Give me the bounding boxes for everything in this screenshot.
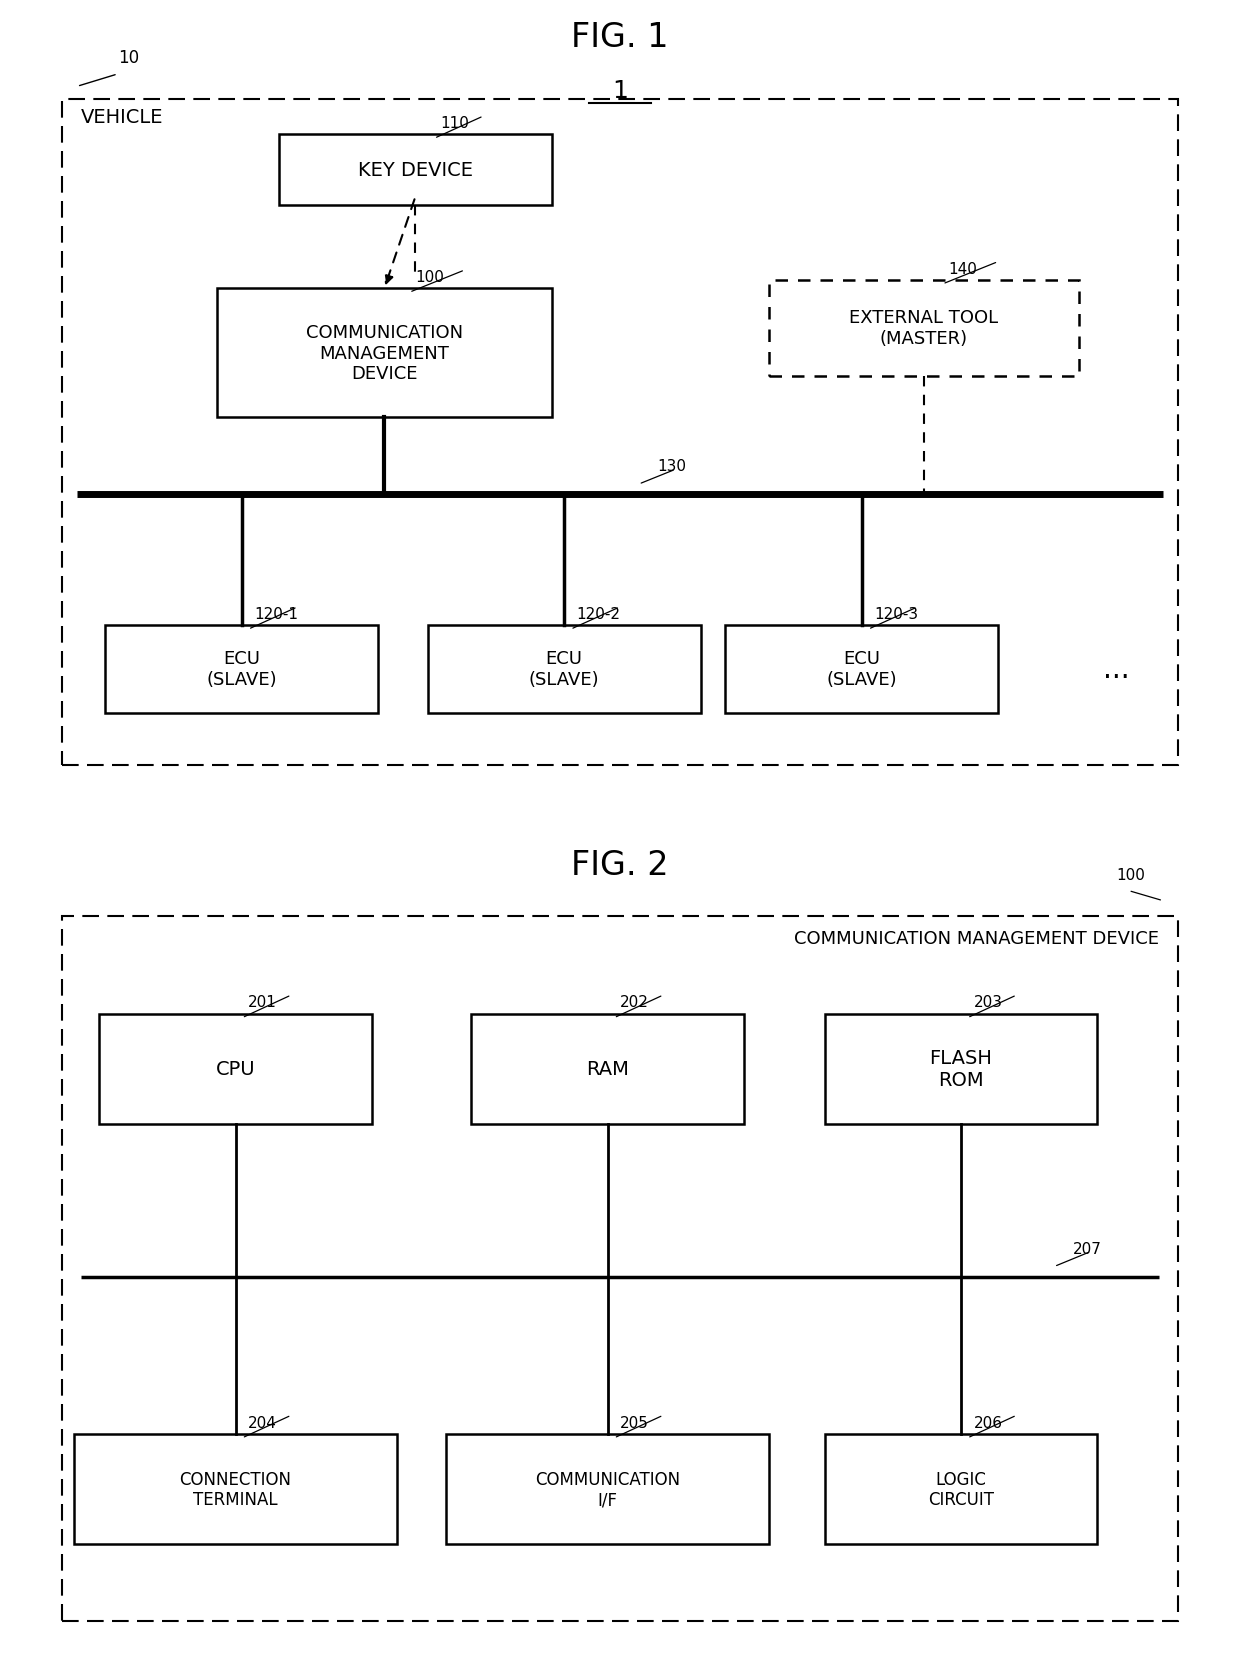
Text: 1: 1 <box>613 79 627 102</box>
Text: 100: 100 <box>415 270 444 286</box>
Bar <box>446 1435 769 1544</box>
Bar <box>74 1435 397 1544</box>
Text: FLASH
ROM: FLASH ROM <box>930 1048 992 1090</box>
Text: COMMUNICATION MANAGEMENT DEVICE: COMMUNICATION MANAGEMENT DEVICE <box>795 929 1159 948</box>
Bar <box>62 99 1178 764</box>
Text: 203: 203 <box>973 995 1002 1010</box>
Text: ECU
(SLAVE): ECU (SLAVE) <box>827 650 897 689</box>
Bar <box>62 917 1178 1621</box>
Bar <box>471 1015 744 1124</box>
Bar <box>769 281 1079 376</box>
Bar <box>99 1015 372 1124</box>
Text: LOGIC
CIRCUIT: LOGIC CIRCUIT <box>928 1470 994 1509</box>
Text: 207: 207 <box>1073 1242 1101 1257</box>
Text: EXTERNAL TOOL
(MASTER): EXTERNAL TOOL (MASTER) <box>849 309 998 348</box>
Text: COMMUNICATION
MANAGEMENT
DEVICE: COMMUNICATION MANAGEMENT DEVICE <box>306 324 463 383</box>
Text: ...: ... <box>1102 655 1130 684</box>
Text: 120-3: 120-3 <box>874 606 919 622</box>
Text: 130: 130 <box>657 459 686 474</box>
Bar <box>279 134 552 207</box>
Text: 140: 140 <box>949 262 977 277</box>
Text: 120-2: 120-2 <box>577 606 620 622</box>
Text: FIG. 1: FIG. 1 <box>572 20 668 54</box>
Text: 201: 201 <box>248 995 277 1010</box>
Bar <box>428 625 701 712</box>
Text: 100: 100 <box>1116 867 1145 882</box>
Text: CPU: CPU <box>216 1060 255 1079</box>
Bar <box>725 625 998 712</box>
Text: ECU
(SLAVE): ECU (SLAVE) <box>529 650 599 689</box>
Bar <box>217 289 552 418</box>
Text: CONNECTION
TERMINAL: CONNECTION TERMINAL <box>180 1470 291 1509</box>
Bar <box>825 1015 1097 1124</box>
Text: 10: 10 <box>118 49 139 67</box>
Text: VEHICLE: VEHICLE <box>81 108 164 128</box>
Text: 206: 206 <box>973 1415 1002 1430</box>
Text: RAM: RAM <box>587 1060 629 1079</box>
Text: ECU
(SLAVE): ECU (SLAVE) <box>207 650 277 689</box>
Text: COMMUNICATION
I/F: COMMUNICATION I/F <box>534 1470 681 1509</box>
Text: 205: 205 <box>620 1415 649 1430</box>
Text: 204: 204 <box>248 1415 277 1430</box>
Text: 110: 110 <box>440 116 469 131</box>
Text: 120-1: 120-1 <box>254 606 298 622</box>
Text: 202: 202 <box>620 995 649 1010</box>
Text: KEY DEVICE: KEY DEVICE <box>358 161 472 180</box>
Bar <box>105 625 378 712</box>
Text: FIG. 2: FIG. 2 <box>572 848 668 882</box>
Bar <box>825 1435 1097 1544</box>
